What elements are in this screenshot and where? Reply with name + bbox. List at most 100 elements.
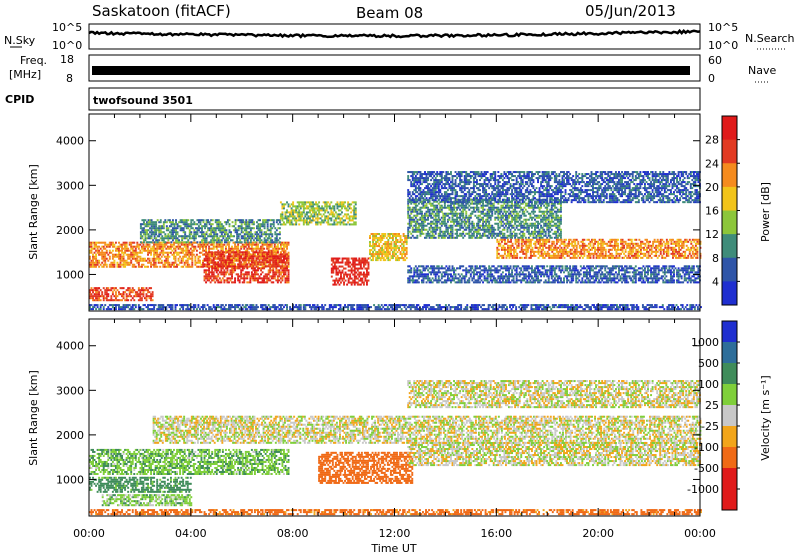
power-cell — [450, 204, 452, 207]
power-cell — [395, 239, 397, 242]
power-cell — [182, 237, 185, 240]
power-cell — [486, 230, 489, 233]
power-cell — [148, 251, 151, 254]
power-cell — [92, 247, 94, 250]
power-cell — [269, 239, 272, 242]
power-cell — [202, 253, 204, 256]
power-cell — [229, 263, 232, 266]
power-cell — [456, 232, 459, 235]
power-cell — [469, 230, 472, 233]
power-cell — [477, 236, 480, 239]
power-cell — [128, 289, 131, 292]
power-cell — [171, 227, 174, 230]
power-cell — [404, 259, 407, 262]
power-cell — [388, 245, 391, 248]
power-cell — [518, 228, 521, 231]
power-cell — [96, 293, 99, 296]
power-cell — [150, 225, 153, 228]
power-cell — [267, 245, 270, 248]
power-cell — [192, 247, 195, 250]
power-cell — [352, 261, 355, 264]
power-cell — [177, 251, 180, 254]
power-cell — [373, 243, 376, 246]
power-cell — [446, 226, 449, 229]
power-cell — [460, 234, 463, 237]
power-cell — [482, 226, 485, 229]
power-cell — [232, 261, 235, 264]
power-cell — [364, 279, 367, 282]
power-cell — [175, 227, 177, 230]
power-cell — [402, 249, 405, 252]
power-cell — [119, 243, 122, 246]
power-cell — [331, 211, 334, 214]
power-cell — [92, 259, 94, 262]
power-cell — [249, 259, 252, 262]
power-cell — [287, 271, 290, 274]
power-cell — [166, 261, 169, 264]
power-cell — [338, 269, 341, 272]
power-cell — [520, 238, 523, 241]
power-cell — [140, 287, 143, 290]
power-cell — [443, 216, 446, 219]
nsky-trace — [88, 28, 701, 39]
power-cell — [199, 241, 202, 244]
power-cell — [410, 200, 413, 203]
power-cell — [281, 277, 284, 280]
power-cell — [350, 271, 353, 274]
power-cell — [299, 217, 302, 220]
power-cell — [154, 263, 157, 266]
power-cell — [500, 256, 503, 259]
power-cell — [511, 216, 514, 219]
power-cell — [342, 215, 345, 218]
power-cell — [384, 241, 387, 244]
power-cell — [243, 281, 246, 284]
power-cell — [538, 206, 541, 209]
power-cell — [205, 269, 208, 272]
power-cell — [252, 227, 255, 230]
power-cell — [307, 211, 310, 214]
power-cell — [365, 259, 368, 262]
power-cell — [204, 227, 206, 230]
power-cell — [154, 265, 157, 268]
power-cell — [234, 277, 237, 280]
power-cell — [313, 211, 316, 214]
power-cell — [549, 254, 552, 257]
power-cell — [243, 227, 246, 230]
power-cell — [472, 206, 475, 209]
power-cell — [498, 230, 501, 233]
power-cell — [318, 205, 321, 208]
power-cell — [328, 203, 331, 206]
power-cell — [430, 212, 433, 215]
power-cell — [516, 244, 519, 247]
power-cell — [474, 202, 477, 205]
power-cell — [224, 267, 227, 270]
power-cell — [257, 233, 260, 236]
power-cell — [282, 217, 285, 220]
power-cell — [134, 257, 137, 260]
power-cell — [489, 214, 492, 217]
power-cell — [246, 277, 249, 280]
power-cell — [436, 218, 439, 221]
power-cell — [365, 267, 368, 270]
power-cell — [509, 230, 512, 233]
power-cell — [209, 275, 212, 278]
power-cell — [229, 259, 232, 262]
power-cell — [396, 233, 399, 236]
power-cell — [525, 250, 528, 253]
power-cell — [250, 267, 253, 270]
power-cell — [511, 254, 514, 257]
power-cell — [503, 238, 506, 241]
power-cell — [355, 277, 358, 280]
power-cell — [191, 255, 194, 258]
power-cell — [315, 207, 317, 210]
power-cell — [289, 219, 292, 222]
power-cell — [404, 255, 407, 258]
power-cell — [540, 248, 543, 251]
power-cell — [379, 257, 382, 260]
power-cell — [353, 217, 356, 220]
power-cell — [183, 245, 186, 248]
power-cell — [440, 222, 443, 225]
power-cell — [411, 216, 414, 219]
power-cell — [217, 257, 220, 260]
power-cell — [410, 210, 413, 213]
